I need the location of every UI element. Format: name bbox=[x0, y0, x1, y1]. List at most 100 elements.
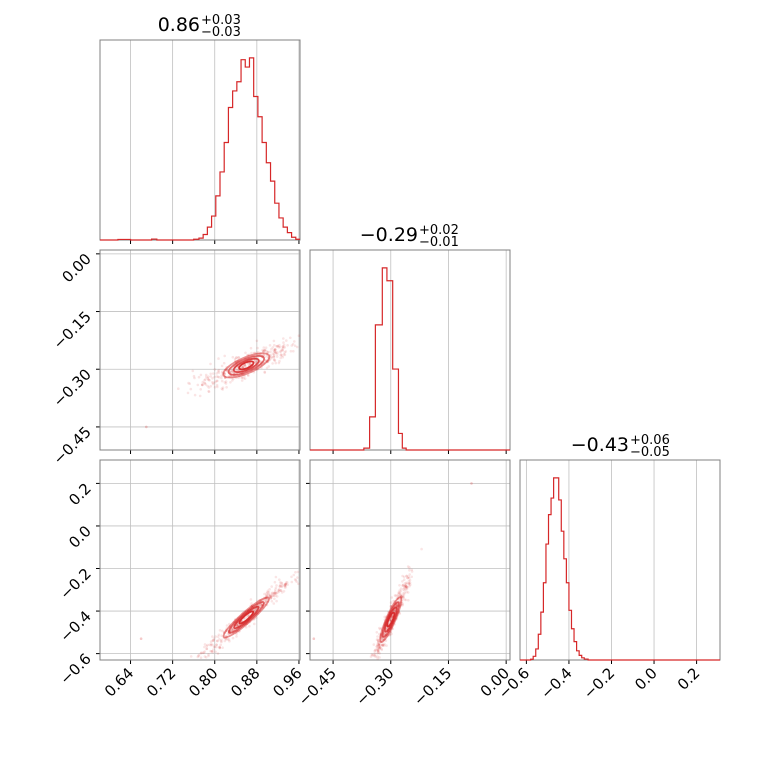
scatter-point bbox=[377, 640, 380, 644]
scatter-point bbox=[402, 578, 406, 581]
scatter-point bbox=[408, 582, 411, 585]
scatter-point bbox=[274, 592, 277, 595]
scatter-point bbox=[376, 645, 380, 648]
scatter-point bbox=[262, 350, 266, 353]
scatter-point bbox=[295, 345, 299, 349]
scatter-point bbox=[383, 644, 386, 647]
x-tick-labels-param-0: 0.64 0.72 0.80 0.88 0.96 bbox=[101, 664, 306, 700]
histogram-step-line bbox=[100, 57, 300, 241]
scatter-point bbox=[212, 381, 215, 385]
x-tick-label: 0.64 bbox=[101, 664, 137, 700]
scatter-point bbox=[249, 346, 253, 350]
scatter-point bbox=[228, 639, 231, 643]
scatter-point bbox=[389, 618, 393, 621]
scatter-point bbox=[295, 580, 298, 583]
scatter-point bbox=[278, 588, 281, 592]
scatter-point bbox=[261, 349, 265, 353]
scatter-point bbox=[216, 370, 220, 373]
scatter-point bbox=[277, 588, 281, 591]
scatter-point bbox=[208, 643, 211, 647]
scatter-point bbox=[248, 361, 252, 365]
scatter-point bbox=[212, 648, 215, 651]
scatter-point bbox=[297, 334, 301, 337]
scatter-point bbox=[394, 594, 398, 597]
density-contour bbox=[379, 596, 403, 643]
scatter-point bbox=[290, 580, 294, 584]
scatter-point bbox=[376, 655, 379, 658]
x-tick-label: −0.4 bbox=[537, 664, 575, 702]
scatter-point bbox=[216, 652, 220, 655]
scatter-point bbox=[390, 632, 393, 636]
panel-frame bbox=[99, 39, 301, 241]
scatter-point bbox=[289, 336, 292, 340]
scatter-point bbox=[259, 360, 262, 363]
scatter-point bbox=[405, 587, 409, 591]
scatter-point bbox=[293, 344, 297, 348]
scatter-point bbox=[278, 345, 282, 349]
scatter-point bbox=[375, 645, 378, 648]
scatter-point bbox=[388, 633, 392, 637]
scatter-point bbox=[223, 381, 227, 384]
scatter-point bbox=[271, 352, 275, 355]
scatter-point bbox=[470, 482, 473, 485]
scatter-point bbox=[372, 643, 376, 646]
scatter-point bbox=[230, 369, 233, 373]
scatter-point bbox=[253, 360, 257, 363]
scatter-point bbox=[266, 355, 269, 358]
scatter-point bbox=[284, 582, 288, 586]
scatter-point bbox=[213, 375, 216, 379]
scatter-point bbox=[378, 656, 381, 659]
y-tick-label: −0.6 bbox=[56, 650, 94, 688]
scatter-point bbox=[284, 586, 287, 589]
density-contour bbox=[238, 610, 255, 625]
scatter-point bbox=[259, 603, 262, 606]
scatter-point bbox=[273, 592, 276, 595]
scatter-point bbox=[374, 648, 377, 652]
scatter-point bbox=[235, 368, 238, 371]
scatter-point bbox=[200, 383, 204, 386]
scatter-point bbox=[199, 388, 202, 391]
scatter-point bbox=[272, 594, 276, 598]
scatter-point bbox=[410, 575, 413, 579]
scatter-point bbox=[200, 651, 203, 654]
scatter-point bbox=[189, 655, 193, 658]
scatter-point bbox=[279, 350, 282, 354]
scatter-point bbox=[264, 600, 268, 603]
scatter-point bbox=[212, 637, 216, 640]
density-contour bbox=[233, 605, 260, 630]
scatter-point bbox=[402, 575, 406, 579]
scatter-point bbox=[218, 646, 222, 650]
scatter-point bbox=[263, 370, 266, 374]
scatter-point bbox=[286, 344, 289, 347]
scatter-point bbox=[396, 594, 399, 597]
scatter-point bbox=[399, 587, 403, 590]
scatter-point bbox=[405, 581, 409, 585]
scatter-point bbox=[207, 375, 210, 378]
scatter-point bbox=[266, 589, 270, 593]
scatter-point bbox=[273, 348, 276, 352]
scatter-point bbox=[284, 582, 287, 586]
scatter-point bbox=[253, 359, 257, 362]
scatter-point bbox=[376, 648, 380, 652]
title-minus: −0.03 bbox=[201, 25, 241, 40]
scatter-point bbox=[373, 653, 377, 657]
scatter-point bbox=[220, 364, 224, 368]
scatter-point bbox=[275, 595, 279, 598]
scatter-point bbox=[263, 592, 266, 596]
scatter-point bbox=[296, 570, 300, 574]
scatter-point bbox=[275, 599, 278, 603]
scatter-point bbox=[246, 614, 250, 618]
scatter-point bbox=[378, 646, 381, 650]
scatter-point bbox=[273, 358, 276, 362]
scatter-point bbox=[406, 576, 410, 580]
scatter-point bbox=[276, 344, 279, 348]
scatter-point bbox=[270, 355, 273, 359]
scatter-point bbox=[267, 365, 271, 368]
scatter-point bbox=[279, 584, 283, 588]
scatter-point bbox=[378, 632, 381, 636]
scatter-point bbox=[290, 344, 294, 347]
scatter-point bbox=[192, 374, 196, 378]
scatter-point bbox=[225, 624, 229, 627]
scatter-point bbox=[208, 379, 211, 382]
scatter-point bbox=[376, 652, 379, 655]
